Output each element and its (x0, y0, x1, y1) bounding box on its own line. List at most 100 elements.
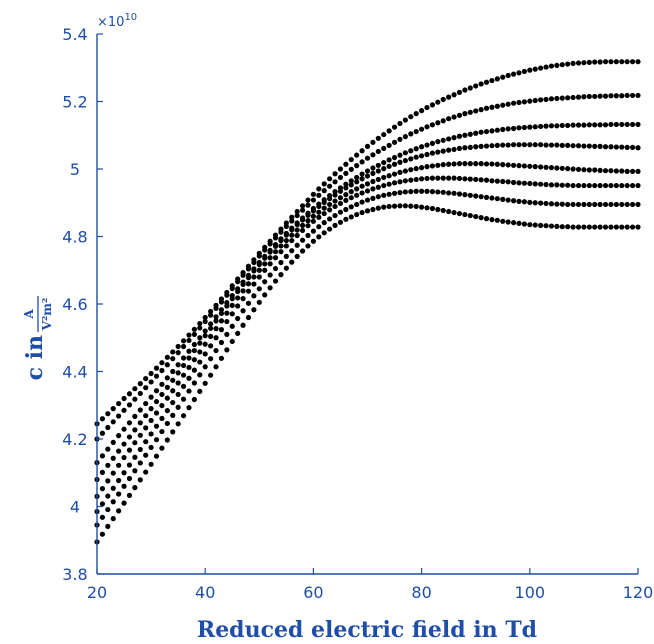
data-point (543, 223, 549, 229)
data-point (126, 475, 133, 482)
data-point (164, 437, 170, 443)
data-point (283, 223, 289, 229)
data-point (538, 200, 544, 206)
data-point (316, 234, 322, 240)
data-point (294, 242, 300, 248)
data-point (245, 281, 252, 287)
data-point (126, 492, 133, 498)
data-point (462, 111, 468, 117)
data-point (164, 395, 170, 401)
data-point (462, 176, 468, 182)
data-point (105, 506, 111, 513)
data-point (332, 198, 338, 204)
data-point (359, 171, 365, 177)
data-point (310, 191, 316, 197)
data-point (186, 405, 192, 411)
data-point (337, 188, 344, 194)
data-point (402, 178, 408, 184)
data-point (321, 181, 327, 187)
data-point (175, 350, 181, 356)
data-point (419, 108, 425, 114)
data-point (386, 163, 392, 169)
data-point (602, 201, 609, 208)
data-point (424, 142, 430, 148)
data-point (478, 194, 484, 200)
data-point (272, 265, 279, 272)
data-point (559, 62, 565, 68)
data-point (440, 137, 446, 143)
data-point (159, 415, 165, 422)
data-point (327, 196, 333, 202)
data-point (548, 201, 555, 207)
data-point (348, 189, 354, 195)
data-point (635, 168, 641, 174)
data-point (435, 175, 441, 181)
x-tick-label: 80 (411, 583, 431, 602)
data-point (608, 168, 614, 174)
data-point (99, 486, 106, 492)
data-point (126, 434, 133, 440)
data-point (402, 157, 408, 164)
data-point (602, 59, 609, 65)
data-point (397, 179, 403, 185)
data-point (170, 399, 176, 406)
data-point (586, 167, 592, 173)
data-point (213, 305, 219, 311)
data-point (121, 395, 127, 402)
data-point (143, 400, 149, 407)
data-point (408, 167, 414, 173)
data-point (483, 161, 490, 167)
data-point (494, 76, 500, 82)
data-point (283, 253, 289, 260)
data-point (500, 196, 506, 202)
data-point (170, 377, 176, 383)
data-point (245, 266, 252, 272)
data-point (575, 201, 582, 208)
y-tick-label: 4.2 (62, 430, 87, 449)
data-point (613, 93, 619, 99)
data-point (516, 70, 522, 76)
data-point (375, 168, 381, 174)
y-tick-label: 4.4 (62, 363, 87, 382)
data-point (483, 194, 490, 200)
data-point (332, 192, 338, 198)
data-point (516, 220, 522, 226)
data-point (348, 156, 354, 163)
data-point (619, 59, 625, 65)
data-point (132, 454, 138, 460)
data-point (532, 97, 538, 104)
data-point (408, 131, 414, 137)
data-point (170, 388, 176, 394)
data-point (629, 121, 636, 128)
data-point (570, 60, 576, 66)
data-point (299, 217, 306, 223)
data-point (153, 410, 160, 416)
data-point (402, 117, 408, 123)
data-point (489, 178, 495, 184)
data-point (370, 170, 376, 176)
data-point (235, 288, 241, 295)
data-point (419, 165, 425, 171)
data-point (397, 203, 403, 209)
data-point (451, 92, 457, 98)
data-point (121, 426, 127, 432)
data-point (337, 166, 344, 172)
data-point (489, 195, 495, 201)
data-point (364, 208, 371, 214)
data-point (289, 259, 295, 265)
data-point (99, 453, 106, 459)
data-point (121, 407, 127, 413)
data-point (575, 60, 582, 66)
data-point (348, 195, 354, 201)
data-point (191, 331, 197, 337)
data-point (446, 116, 452, 122)
data-point (364, 188, 371, 194)
data-point (370, 195, 376, 201)
data-point (208, 312, 214, 318)
data-point (413, 154, 419, 160)
data-point (381, 131, 387, 138)
data-point (316, 209, 322, 215)
data-point (153, 453, 160, 459)
data-point (613, 168, 619, 174)
data-point (586, 182, 592, 189)
